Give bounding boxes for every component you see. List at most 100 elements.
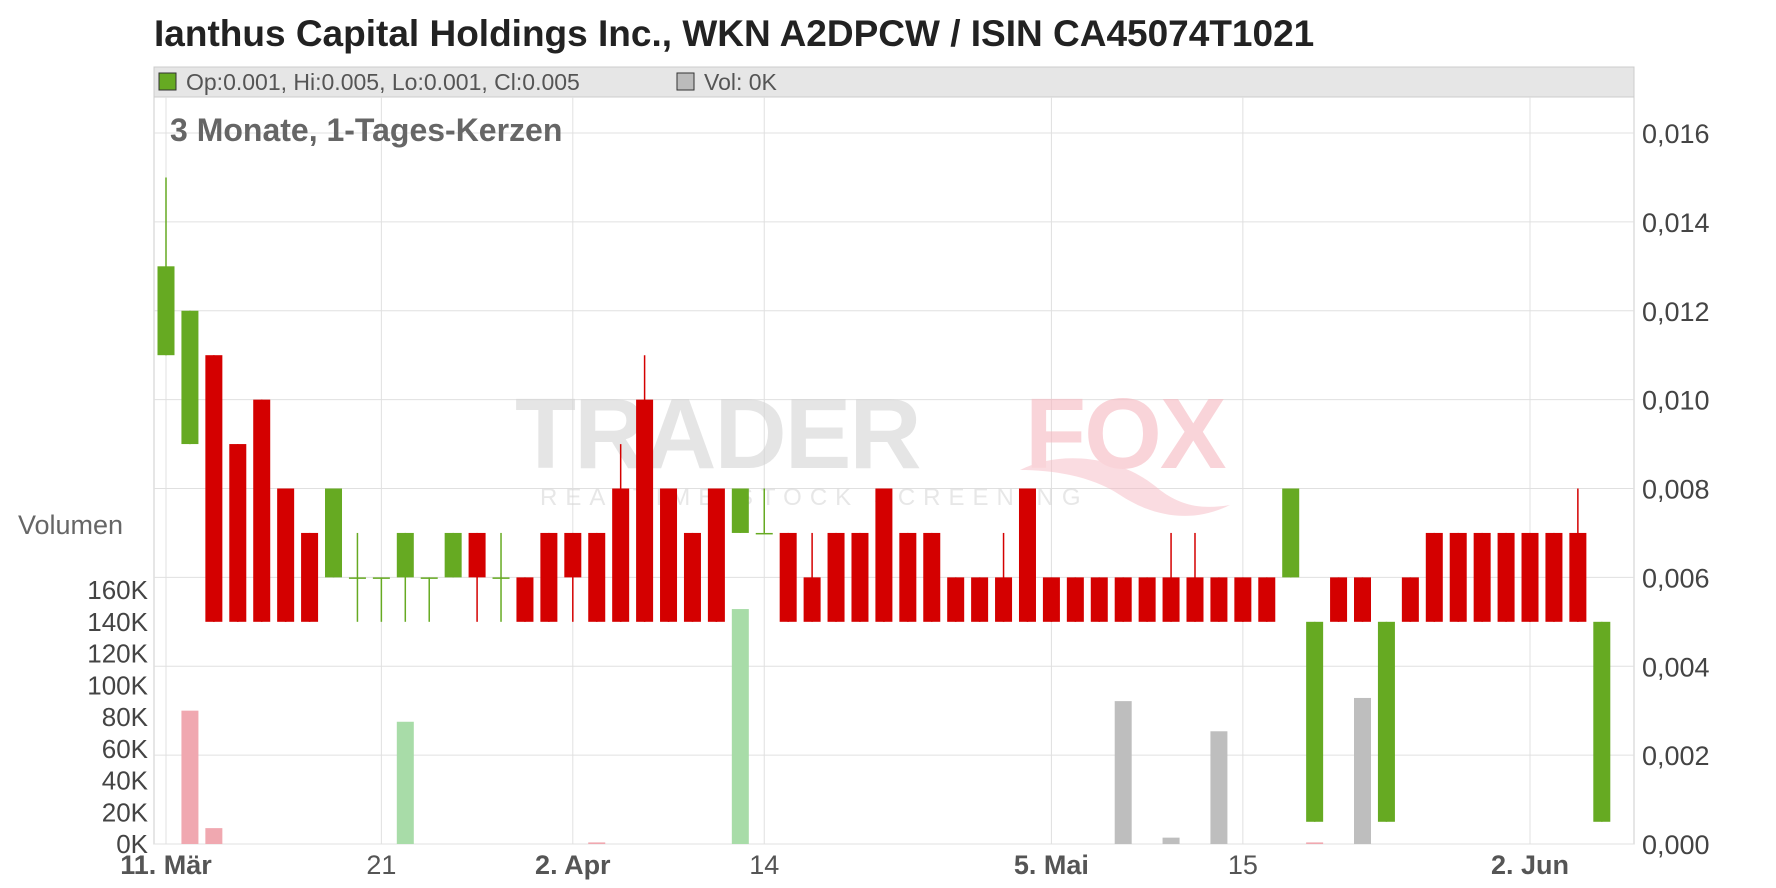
volume-legend-text: Vol: 0K [704,69,778,95]
grid [154,97,1634,845]
volume-tick-label: 60K [102,734,149,764]
volume-bar [588,842,606,844]
candle-body [875,488,893,622]
fox-tail-icon [1020,458,1230,516]
candle-body [731,488,749,533]
x-tick-label: 2. Jun [1491,850,1569,880]
candle-body [396,532,414,578]
x-tick-label: 15 [1228,850,1258,880]
candle-body [827,532,845,622]
candle-body [1377,621,1395,822]
candle-body [1066,577,1084,622]
x-tick-label: 2. Apr [535,850,611,880]
candle-body [683,532,701,622]
candle-body [1354,577,1371,622]
candle-body [851,532,869,622]
candle-body [1330,577,1348,622]
candle-body [588,532,606,622]
volume-bar [1210,731,1228,844]
ohlc-legend-swatch [158,72,177,91]
price-tick-label: 0,002 [1642,741,1710,771]
candle-body [779,532,797,622]
candle-body [372,577,390,579]
volume-legend-swatch [676,72,695,91]
candle-body [1569,532,1587,622]
candle-body [1425,532,1443,622]
traderfox-watermark: TRADER FOX REALTIME STOCK SCREENING [515,378,1230,516]
volume-tick-label: 120K [87,639,148,669]
watermark-tagline: REALTIME STOCK SCREENING [540,484,1089,511]
candle-body [205,355,223,622]
candle-body [1258,577,1276,622]
price-tick-label: 0,006 [1642,563,1710,593]
price-tick-label: 0,012 [1642,297,1710,327]
volume-tick-label: 20K [102,797,149,827]
candle-body [540,532,558,622]
candle-body [1018,488,1036,622]
volume-bar [1354,697,1371,844]
volume-bar [396,721,414,844]
ohlc-legend-text: Op:0.001, Hi:0.005, Lo:0.001, Cl:0.005 [186,69,580,95]
candle-body [755,532,773,535]
price-tick-label: 0,000 [1642,830,1710,860]
candle-body [348,577,366,579]
candle-body [181,310,199,445]
price-tick-label: 0,004 [1642,652,1710,682]
candle-body [1473,532,1491,622]
price-tick-label: 0,010 [1642,386,1710,416]
volume-tick-label: 80K [102,702,149,732]
x-tick-label: 14 [749,850,779,880]
candle-body [1234,577,1252,622]
candle-body [444,532,462,578]
price-axis: 0,000 0,002 0,004 0,006 0,008 0,010 0,012 0,014… [1642,119,1710,860]
candle-body [253,399,271,622]
candle-body [1401,577,1419,622]
price-tick-label: 0,014 [1642,208,1710,238]
candle-body [277,488,295,622]
candle-body [971,577,989,622]
candle-body [1449,532,1467,622]
x-axis: 11. Mär 21 2. Apr 14 5. Mai 15 2. Jun [120,850,1569,880]
candle-body [1545,532,1563,622]
candle-body [301,532,319,622]
candle-body [1138,577,1156,622]
candle-body [1186,577,1204,622]
candles [157,177,1611,822]
watermark-brand-right: FOX [1025,378,1226,490]
candle-body [420,577,438,579]
volume-tick-label: 140K [87,607,148,637]
candle-body [995,577,1013,622]
volume-bar [1114,701,1132,844]
candle-body [1042,577,1060,622]
chart-title: Ianthus Capital Holdings Inc., WKN A2DPC… [154,13,1314,54]
candle-body [660,488,678,622]
volume-bar [181,710,199,844]
candle-body [947,577,965,622]
candle-body [707,488,725,622]
candle-body [612,488,630,622]
candle-body [325,488,343,578]
volume-tick-label: 0K [116,829,148,859]
candle-body [1306,621,1324,822]
watermark-brand-left: TRADER [515,378,920,490]
volume-bar [731,609,749,844]
legend-bar [153,66,1635,98]
candle-body [1210,577,1228,622]
candle-body [492,577,510,579]
candle-body [1593,621,1611,822]
candle-body [636,399,654,622]
price-tick-label: 0,008 [1642,475,1710,505]
volume-axis-label: Volumen [18,510,123,540]
candle-body [1090,577,1108,622]
candle-body [899,532,917,622]
volume-bar [1162,837,1180,844]
price-tick-label: 0,016 [1642,119,1710,149]
chart-subtitle: 3 Monate, 1-Tages-Kerzen [170,112,562,148]
candle-body [803,577,821,622]
candle-body [1497,532,1515,622]
x-tick-label: 11. Mär [120,850,212,880]
candle-body [1162,577,1180,622]
candle-body [229,444,247,622]
volume-tick-label: 100K [87,670,148,700]
